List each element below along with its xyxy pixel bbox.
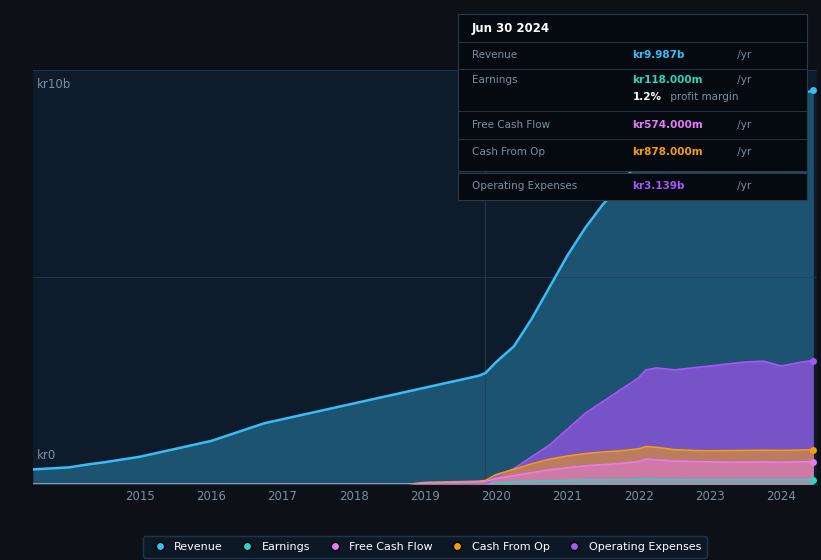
Text: Revenue: Revenue (472, 50, 517, 60)
Text: Operating Expenses: Operating Expenses (472, 181, 577, 192)
Text: Earnings: Earnings (472, 75, 517, 85)
Text: kr0: kr0 (37, 449, 56, 461)
Text: kr3.139b: kr3.139b (633, 181, 685, 192)
Text: /yr: /yr (734, 50, 751, 60)
Text: Free Cash Flow: Free Cash Flow (472, 120, 550, 130)
Text: kr878.000m: kr878.000m (633, 147, 704, 157)
Text: 1.2%: 1.2% (633, 92, 662, 102)
Text: /yr: /yr (734, 181, 751, 192)
Text: profit margin: profit margin (667, 92, 739, 102)
Text: Jun 30 2024: Jun 30 2024 (472, 22, 550, 35)
Text: /yr: /yr (734, 120, 751, 130)
Text: Cash From Op: Cash From Op (472, 147, 545, 157)
Text: kr574.000m: kr574.000m (633, 120, 704, 130)
Text: kr118.000m: kr118.000m (633, 75, 703, 85)
Text: kr10b: kr10b (37, 78, 71, 91)
Text: /yr: /yr (734, 75, 751, 85)
Text: /yr: /yr (734, 147, 751, 157)
Legend: Revenue, Earnings, Free Cash Flow, Cash From Op, Operating Expenses: Revenue, Earnings, Free Cash Flow, Cash … (143, 536, 707, 558)
Text: kr9.987b: kr9.987b (633, 50, 685, 60)
